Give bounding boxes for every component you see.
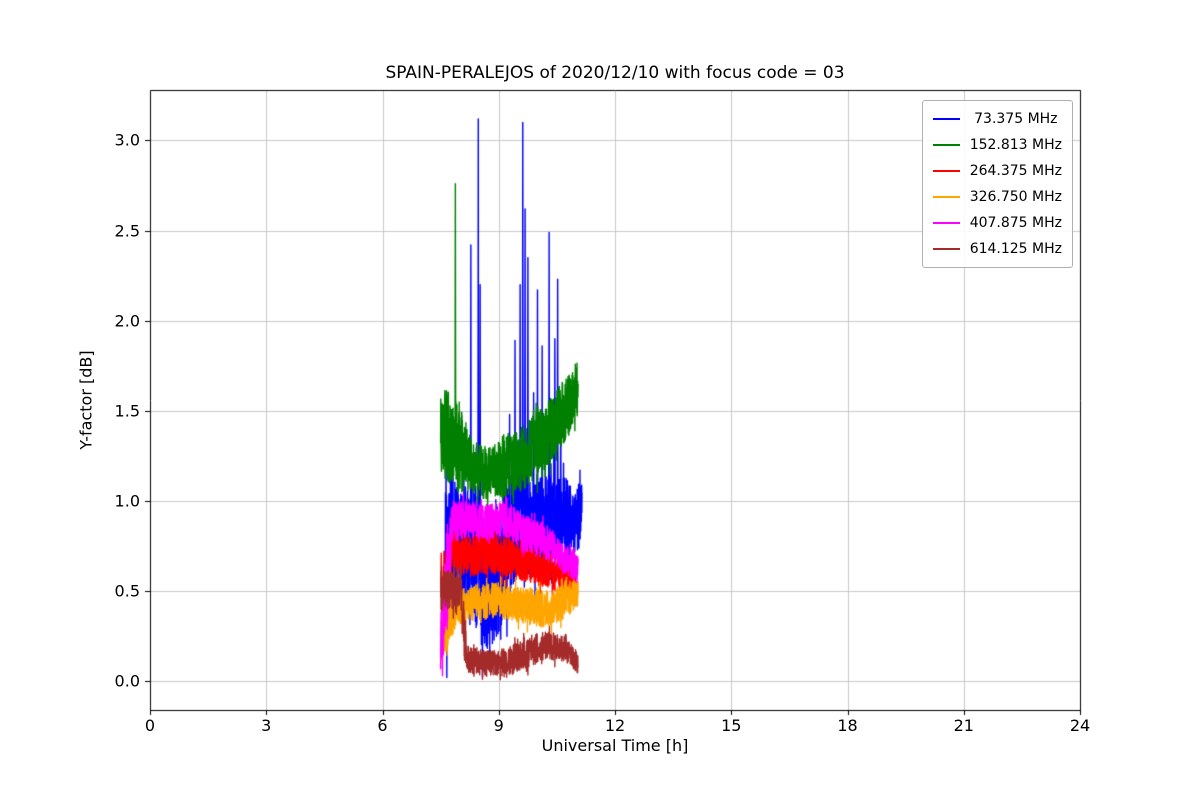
x-tick-label: 6 <box>377 716 388 735</box>
legend-label: 264.375 MHz <box>969 163 1062 179</box>
y-tick-label: 0.0 <box>114 671 140 691</box>
x-axis-label: Universal Time [h] <box>541 736 689 755</box>
y-axis-label: Y-factor [dB] <box>76 350 96 450</box>
y-tick-label: 1.5 <box>114 401 140 421</box>
legend-line-swatch <box>932 222 960 224</box>
legend-label: 152.813 MHz <box>969 137 1062 153</box>
legend-line-swatch <box>932 248 960 250</box>
legend-line-swatch <box>932 170 960 172</box>
y-tick-label: 2.0 <box>114 311 140 331</box>
legend-item: 326.750 MHz <box>932 186 1062 208</box>
legend-label: 326.750 MHz <box>969 189 1062 205</box>
y-tick-label: 2.5 <box>114 221 140 241</box>
legend-item: 264.375 MHz <box>932 160 1062 182</box>
x-tick-label: 18 <box>837 716 858 735</box>
x-tick-label: 0 <box>144 716 156 735</box>
x-tick-label: 9 <box>493 716 504 735</box>
x-tick-label: 3 <box>261 716 272 735</box>
legend-item: 407.875 MHz <box>932 212 1062 234</box>
x-tick-label: 15 <box>721 716 742 735</box>
x-tick-label: 21 <box>953 716 974 735</box>
legend-label: 614.125 MHz <box>969 241 1062 257</box>
legend-line-swatch <box>932 144 960 146</box>
legend-item: 614.125 MHz <box>932 238 1062 260</box>
y-tick-label: 1.0 <box>114 491 140 511</box>
legend-item: 73.375 MHz <box>932 108 1062 130</box>
legend: 73.375 MHz 152.813 MHz 264.375 MHz 326.750 … <box>921 100 1073 268</box>
legend-line-swatch <box>932 118 960 120</box>
legend-label: 73.375 MHz <box>969 111 1058 127</box>
chart-title: SPAIN-PERALEJOS of 2020/12/10 with focus… <box>385 63 845 83</box>
y-tick-label: 0.5 <box>114 581 140 601</box>
legend-item: 152.813 MHz <box>932 134 1062 156</box>
legend-label: 407.875 MHz <box>969 215 1062 231</box>
x-tick-label: 24 <box>1069 716 1091 735</box>
y-tick-label: 3.0 <box>114 130 140 150</box>
legend-line-swatch <box>932 196 960 198</box>
x-tick-label: 12 <box>604 716 626 735</box>
